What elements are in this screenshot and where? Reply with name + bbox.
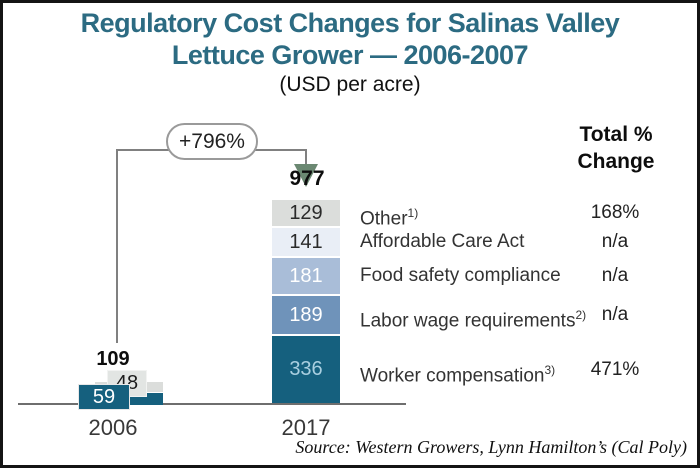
pct-change-food-safety-compliance: n/a xyxy=(601,265,629,286)
source-note: Source: Western Growers, Lynn Hamilton’s… xyxy=(295,437,687,457)
legend-label-labor-wage-requirements: Labor wage requirements2) xyxy=(360,308,587,332)
legend-label-food-safety-compliance: Food safety compliance xyxy=(360,265,561,286)
value-callout-worker-comp-2006: 59 xyxy=(79,385,129,409)
bar-segment-2017-other: 129 xyxy=(272,200,340,226)
total-change-badge: +796% xyxy=(166,123,258,160)
legend-label-worker-compensation: Worker compensation3) xyxy=(360,362,556,386)
down-arrow-icon xyxy=(294,164,318,187)
chart-title-line1: Regulatory Cost Changes for Salinas Vall… xyxy=(80,8,620,38)
x-tick-2017: 2017 xyxy=(281,415,331,440)
pct-change-labor-wage-requirements: n/a xyxy=(601,304,629,325)
x-axis-line xyxy=(18,403,406,405)
legend-label-affordable-care-act: Affordable Care Act xyxy=(360,231,525,252)
chart-subtitle: (USD per acre) xyxy=(279,73,421,96)
bar-segment-2017-affordable-care-act: 141 xyxy=(272,228,340,256)
pct-change-worker-compensation: 471% xyxy=(590,358,640,380)
pct-column-header-line1: Total % xyxy=(579,123,653,146)
pct-column-header-line2: Change xyxy=(577,150,655,173)
bar-segment-2017-labor-wage-requirements: 189 xyxy=(272,296,340,334)
chart-title-line2: Lettuce Grower — 2006-2007 xyxy=(171,40,529,70)
bar-segment-2017-worker-compensation: 336 xyxy=(272,336,340,403)
legend-label-other: Other1) xyxy=(360,206,419,230)
bar-total-2006: 109 xyxy=(96,348,130,370)
pct-change-affordable-care-act: n/a xyxy=(601,231,629,252)
bar-total-2017: 977 xyxy=(289,167,325,190)
pct-change-other: 168% xyxy=(590,202,640,223)
bar-segment-2017-food-safety-compliance: 181 xyxy=(272,258,340,294)
x-tick-2006: 2006 xyxy=(88,415,138,440)
